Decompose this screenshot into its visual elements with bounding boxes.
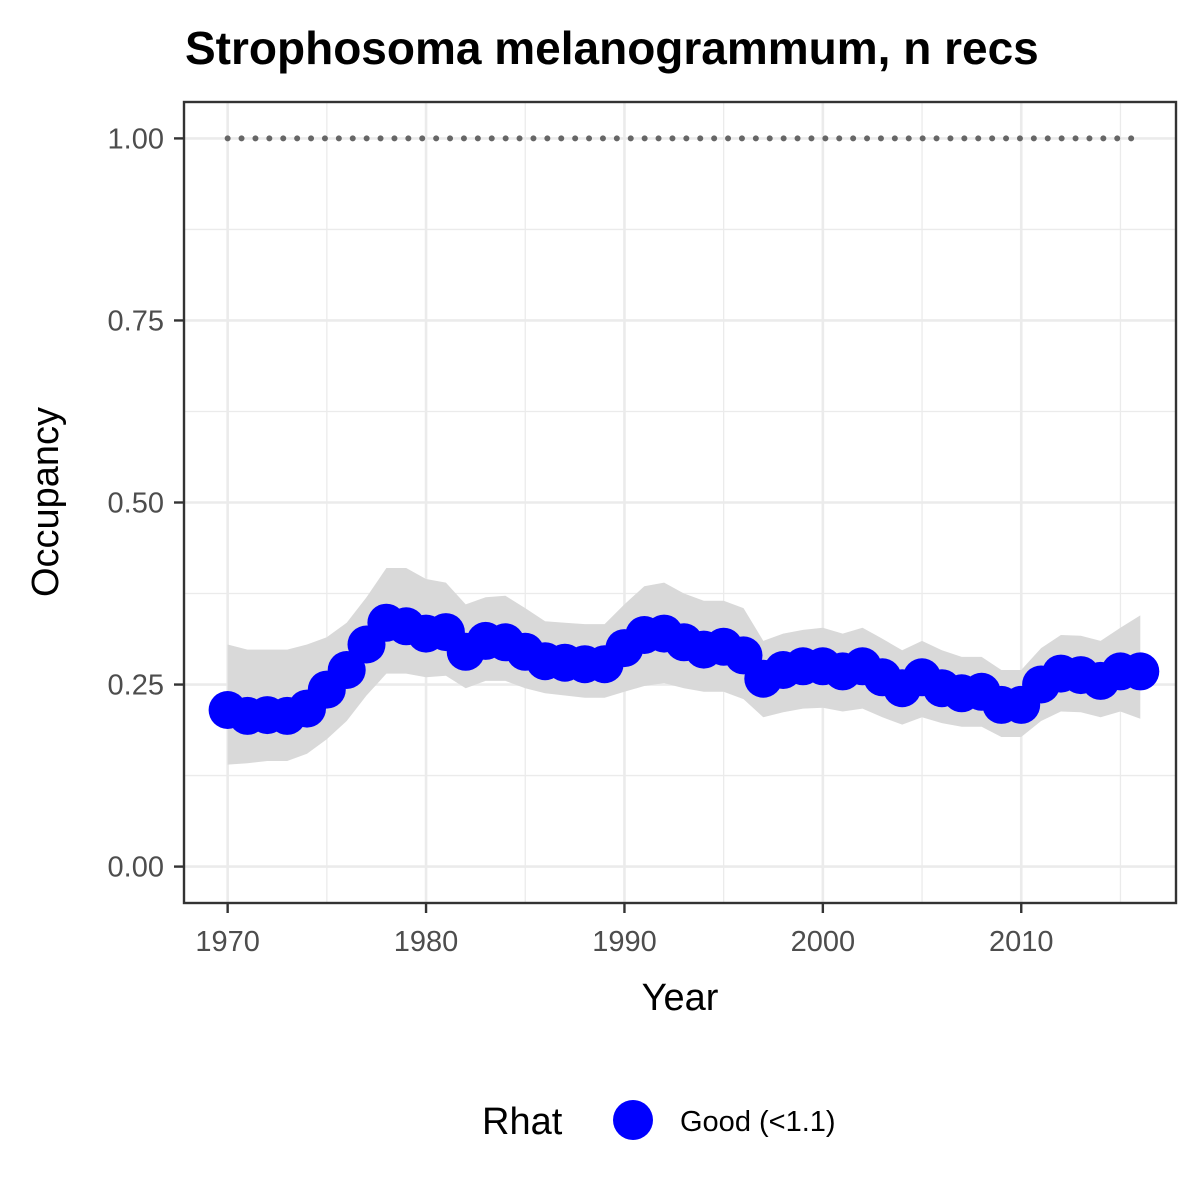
x-tick-label: 1970	[195, 926, 260, 958]
y-tick-label: 0.50	[108, 488, 164, 520]
legend-label-good: Good (<1.1)	[680, 1106, 836, 1138]
x-tick-label: 2010	[989, 926, 1054, 958]
y-axis-title: Occupancy	[25, 407, 67, 597]
data-point	[327, 651, 366, 689]
y-tick-label: 1.00	[108, 123, 164, 155]
y-tick-label: 0.75	[108, 305, 164, 337]
chart-title: Strophosoma melanogrammum, n recs	[185, 22, 1039, 74]
y-tick-label: 0.00	[108, 852, 164, 884]
plot-panel: 1970 1980 1990 2000 2010 0.00 0.25 0.50 0.75 1.00	[108, 100, 1178, 958]
x-tick-label: 2000	[791, 926, 856, 958]
data-point	[1121, 652, 1160, 691]
x-tick-label: 1990	[592, 926, 657, 958]
x-axis-title: Year	[642, 977, 719, 1019]
x-tick-label: 1980	[394, 926, 459, 958]
legend-title: Rhat	[482, 1101, 563, 1143]
legend: Rhat Good (<1.1)	[482, 1100, 836, 1143]
y-tick-label: 0.25	[108, 670, 164, 702]
legend-key-good	[613, 1100, 653, 1140]
